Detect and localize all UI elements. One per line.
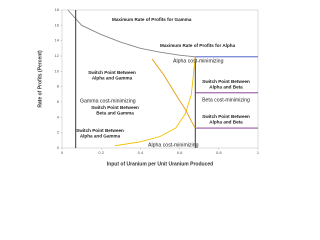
y-tick-label: 16 [55,22,60,27]
x-tick-label: 0.4 [138,150,144,155]
x-tick-label: 0.8 [216,150,222,155]
x-axis-title: Input of Uranium per Unit Uranium Produc… [107,161,213,167]
chart: Input of Uranium per Unit Uranium Produc… [37,7,260,167]
y-tick-label: 18 [55,7,60,12]
annotation: Alpha cost-minimizing [173,58,224,64]
x-tick-label: 0 [61,150,64,155]
annotation: Alpha and Gamma [80,134,121,139]
annotation: Alpha and Gamma [92,76,133,81]
y-axis-title: Rate of Profits (Percent) [37,50,43,108]
series-line [67,9,196,58]
x-tick-label: 1 [257,150,260,155]
annotation: Alpha and Beta [209,85,243,90]
series-line [114,56,196,147]
x-tick-label: 0.2 [98,150,104,155]
annotation: Gamma cost-minimizing [80,98,136,104]
annotation: Alpha and Beta [209,120,243,125]
annotation: Beta cost-minimizing [202,97,250,103]
series-line [151,58,196,129]
x-tick-label: 0.6 [177,150,183,155]
y-tick-label: 12 [55,53,60,58]
y-tick-label: 8 [57,84,60,89]
annotation: Switch Point Between [88,70,136,75]
y-tick-label: 6 [57,99,60,104]
plot-frame [61,9,259,149]
annotation: Maximum Rate of Profits for Alpha [160,43,236,48]
y-tick-label: 14 [55,38,60,43]
annotation: Switch Point Between [76,128,124,133]
annotation: Switch Point Between [202,79,250,84]
annotation: Alpha cost-minimizing [148,142,199,148]
y-tick-label: 0 [57,145,60,150]
annotation: Switch Point Between [202,114,250,119]
y-tick-label: 2 [57,130,60,135]
y-tick-label: 4 [57,114,60,119]
y-tick-label: 10 [55,68,60,73]
annotation: Beta and Gamma [96,111,134,116]
annotation: Maximum Rate of Profits for Gamma [112,17,192,22]
annotation: Switch Point Between [91,105,139,110]
